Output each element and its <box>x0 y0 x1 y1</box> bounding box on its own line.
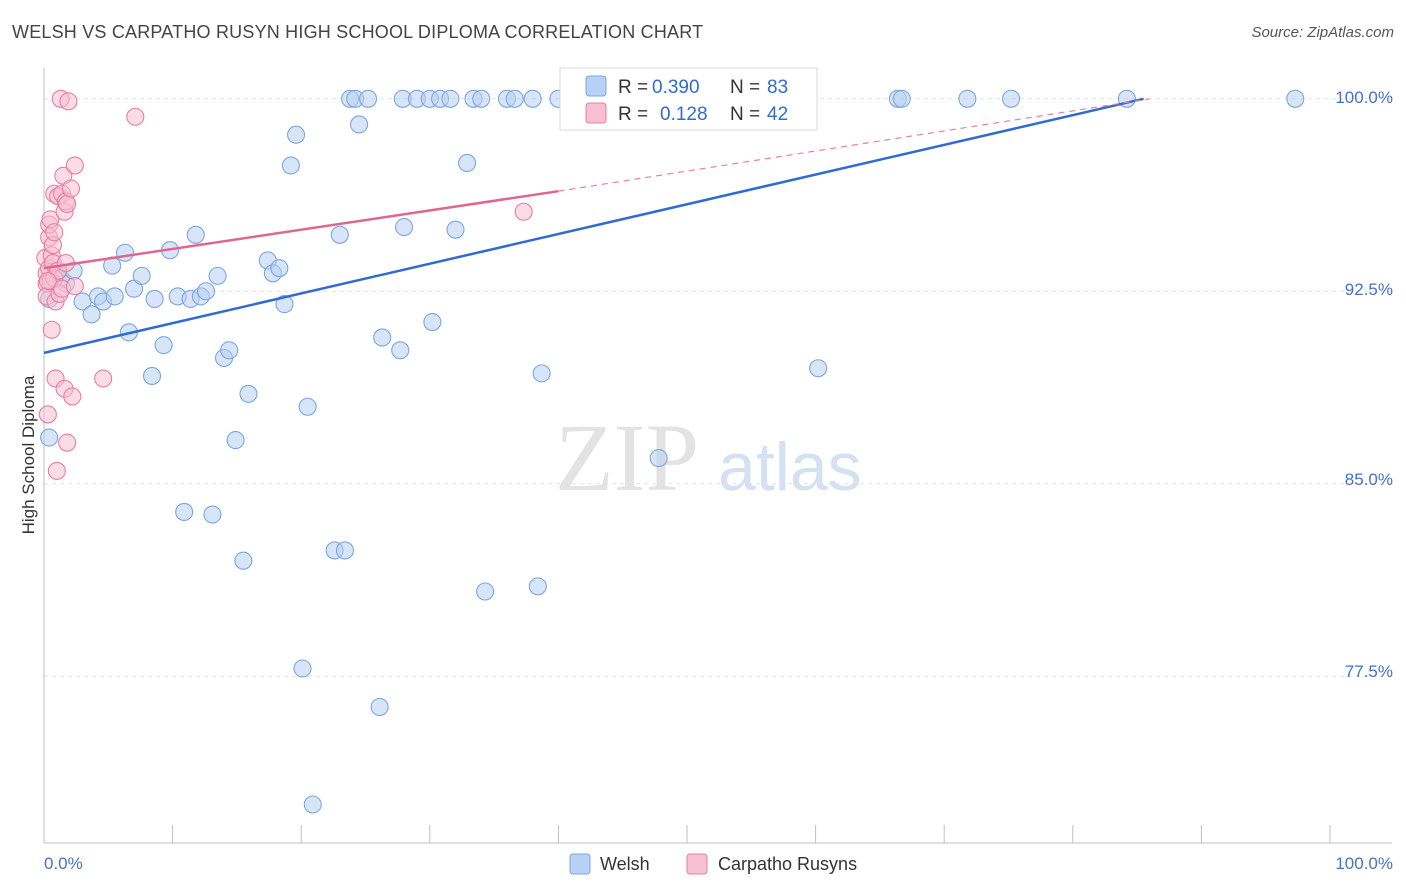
welsh-point-17 <box>145 289 164 309</box>
y-tick-label-100: 100.0% <box>1335 88 1393 107</box>
ticks <box>172 825 1331 843</box>
welsh-point-21 <box>175 502 194 522</box>
welsh-point-25 <box>196 282 216 301</box>
legend-swatch-carpatho <box>585 102 607 124</box>
welsh-point-43 <box>330 225 349 244</box>
carpatho-point-32 <box>58 433 77 452</box>
bottom-legend-label-carpatho: Carpatho Rusyns <box>718 854 857 874</box>
welsh-point-56 <box>423 313 442 332</box>
welsh-point-31 <box>234 551 253 570</box>
carpatho-point-19 <box>47 461 66 480</box>
legend-n-label-carpatho: N = <box>730 104 760 125</box>
legend-swatch-welsh <box>585 75 607 97</box>
welsh-point-16 <box>142 366 162 385</box>
trend-lines <box>43 97 1151 355</box>
carpatho-point-41 <box>38 271 57 291</box>
carpatho-point-34 <box>61 179 81 198</box>
welsh-point-73 <box>649 449 668 468</box>
welsh-point-80 <box>1002 89 1021 108</box>
welsh-point-30 <box>226 431 245 450</box>
y-tick-label-92-5: 92.5% <box>1345 280 1393 299</box>
carpatho-point-40 <box>514 202 533 221</box>
welsh-point-39 <box>293 659 312 678</box>
carpatho-point-4 <box>38 405 57 424</box>
watermark-zip: ZIP <box>555 404 699 511</box>
welsh-point-32 <box>239 384 258 403</box>
legend-n-label-welsh: N = <box>730 77 760 98</box>
axes <box>43 68 1392 844</box>
carpatho-point-10 <box>42 320 61 339</box>
welsh-point-35 <box>270 259 289 278</box>
legend-n-value-welsh: 83 <box>767 77 788 98</box>
welsh-point-18 <box>154 336 173 355</box>
welsh-point-62 <box>472 89 491 108</box>
y-tick-label-85: 85.0% <box>1345 470 1393 489</box>
welsh-point-68 <box>532 364 551 383</box>
welsh-point-41 <box>303 795 322 814</box>
welsh-point-44 <box>335 541 354 560</box>
carpatho-point-36 <box>65 156 84 175</box>
x-tick-label-max: 100.0% <box>1335 854 1393 873</box>
carpatho-trend-line <box>43 189 559 270</box>
welsh-point-36 <box>275 295 294 314</box>
welsh-point-11 <box>105 287 124 306</box>
welsh-point-60 <box>458 153 477 173</box>
welsh-point-65 <box>505 89 524 108</box>
welsh-point-7 <box>82 305 101 324</box>
data-points <box>36 89 1305 814</box>
bottom-legend-label-welsh: Welsh <box>600 854 650 874</box>
y-axis-label: High School Diploma <box>19 375 38 534</box>
welsh-point-15 <box>132 266 151 285</box>
welsh-point-66 <box>523 89 542 108</box>
welsh-point-79 <box>958 89 977 108</box>
welsh-point-29 <box>220 341 239 360</box>
welsh-trend-line <box>43 97 1144 355</box>
series-legend: Welsh Carpatho Rusyns <box>569 853 857 875</box>
welsh-point-47 <box>350 115 369 134</box>
welsh-point-27 <box>208 266 227 285</box>
legend-r-value-welsh: 0.390 <box>652 77 700 98</box>
legend-r-value-carpatho: 0.128 <box>660 104 708 125</box>
welsh-point-26 <box>203 505 222 524</box>
legend-r-label-welsh: R = <box>618 77 648 98</box>
welsh-point-59 <box>446 220 465 239</box>
carpatho-point-37 <box>65 277 84 296</box>
welsh-point-58 <box>441 89 460 108</box>
welsh-point-63 <box>476 582 495 601</box>
welsh-point-67 <box>528 577 547 596</box>
welsh-point-53 <box>395 218 414 237</box>
y-tick-label-77-5: 77.5% <box>1345 662 1393 681</box>
welsh-point-48 <box>359 89 378 108</box>
welsh-point-37 <box>281 156 300 175</box>
source-label: Source: ZipAtlas.com <box>1251 24 1394 41</box>
welsh-point-51 <box>391 341 410 360</box>
carpatho-point-31 <box>58 194 77 214</box>
bottom-legend-swatch-welsh <box>569 853 591 875</box>
grid-lines <box>44 98 1392 677</box>
welsh-point-78 <box>892 89 911 108</box>
welsh-point-76 <box>809 359 828 378</box>
legend-r-label-carpatho: R = <box>618 104 648 125</box>
carpatho-point-33 <box>59 92 78 111</box>
welsh-point-12 <box>115 243 135 262</box>
carpatho-trend-extension <box>558 98 1151 192</box>
stats-legend: R = 0.390 N = 83 R = 0.128 N = 42 <box>559 67 818 131</box>
welsh-point-82 <box>1286 89 1305 108</box>
carpatho-point-39 <box>126 107 145 126</box>
carpatho-point-35 <box>63 387 82 406</box>
chart-title: WELSH VS CARPATHO RUSYN HIGH SCHOOL DIPL… <box>12 22 704 42</box>
carpatho-point-38 <box>94 369 113 388</box>
carpatho-point-14 <box>45 223 64 242</box>
welsh-point-23 <box>186 225 205 244</box>
welsh-point-1 <box>40 428 59 447</box>
welsh-point-50 <box>373 328 392 347</box>
watermark-atlas: atlas <box>718 429 862 505</box>
x-tick-label-min: 0.0% <box>44 854 83 873</box>
legend-n-value-carpatho: 42 <box>767 104 788 125</box>
welsh-point-40 <box>298 397 317 416</box>
welsh-point-49 <box>370 697 389 717</box>
bottom-legend-swatch-carpatho <box>686 853 708 875</box>
welsh-point-38 <box>287 125 306 144</box>
